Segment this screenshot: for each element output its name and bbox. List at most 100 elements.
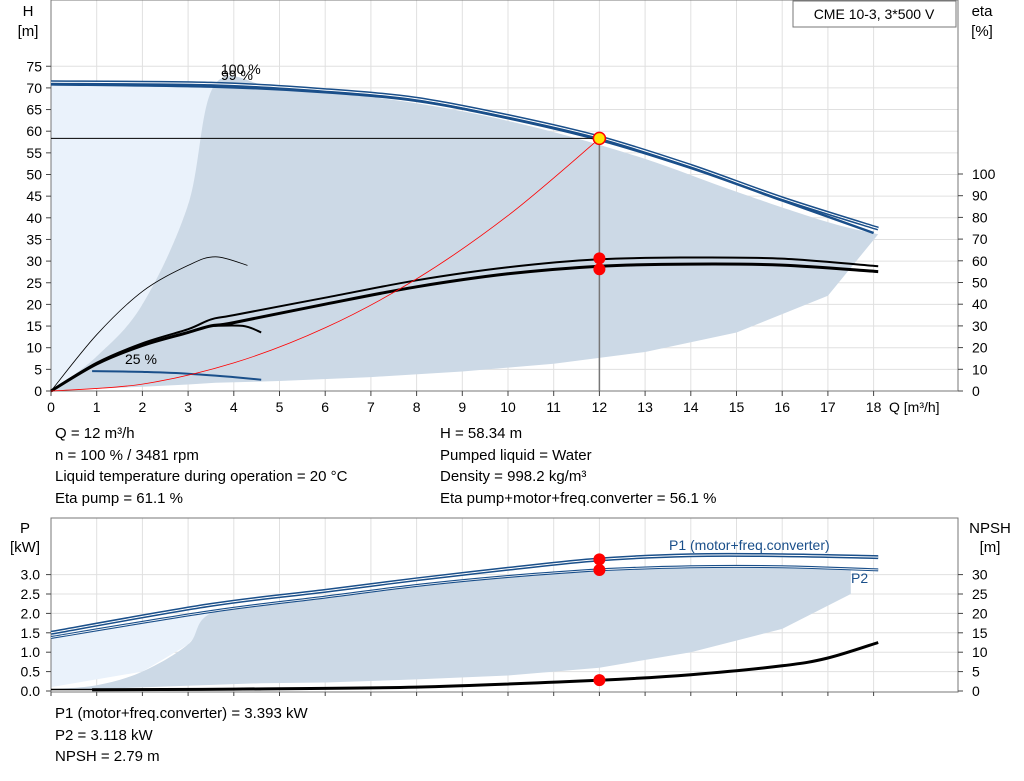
h-tick-label: 25 [26, 275, 42, 291]
top-axis-ticks: 0 1 2 3 4 5 6 7 8 9 10 11 12 13 14 15 16 17 18051015202530… [26, 58, 995, 415]
info-speed: n = 100 % / 3481 rpm [55, 446, 199, 464]
title-box [792, 0, 957, 28]
bottom-duty-points [593, 553, 606, 687]
y-right-label: eta [972, 3, 994, 20]
top-info-left: Q = 12 m³/h n = 100 % / 3481 rpm Liquid … [55, 423, 347, 509]
h-tick-label: 15 [26, 318, 42, 334]
h-tick-label: 75 [26, 58, 42, 74]
p1-duty-point [593, 553, 606, 566]
h-tick-label: 45 [26, 188, 42, 204]
p1-curve-highlight [50, 554, 879, 634]
eta-tick-label: 60 [972, 253, 988, 269]
p-tick-label: 1.0 [21, 644, 41, 660]
x-tick-label: 8 [413, 399, 421, 415]
npsh-tick-label: 0 [972, 683, 980, 699]
eta-low-speed-tail [210, 324, 262, 334]
h-tick-label: 55 [26, 145, 42, 161]
h-tick-label: 60 [26, 123, 42, 139]
h-tick-label: 35 [26, 231, 42, 247]
p1-curve-label: P1 (motor+freq.converter) [669, 537, 830, 553]
npsh-tick-label: 30 [972, 567, 988, 583]
x-tick-label: 0 [47, 399, 55, 415]
h-tick-label: 65 [26, 102, 42, 118]
p-axis-label: P [20, 520, 30, 537]
top-curves [50, 80, 879, 393]
x-tick-label: 10 [500, 399, 516, 415]
y-right-unit: [%] [971, 23, 993, 40]
npsh-axis-unit: [m] [980, 539, 1001, 556]
x-tick-label: 1 [93, 399, 101, 415]
eta-tick-label: 10 [972, 361, 988, 377]
title-box-text: CME 10-3, 3*500 V [814, 6, 935, 22]
eta-pump-point [593, 252, 606, 265]
p2-curve-label: P2 [851, 570, 868, 586]
info-density: Density = 998.2 kg/m³ [440, 468, 587, 485]
eta-total-point [593, 263, 606, 276]
bottom-plot-frame [50, 517, 959, 693]
x-tick-label: 6 [321, 399, 329, 415]
x-tick-label: 2 [139, 399, 147, 415]
x-tick-label: 5 [276, 399, 284, 415]
p-tick-label: 0.0 [21, 683, 41, 699]
curve-label-99: 99 % [221, 67, 253, 83]
bottom-info: P1 (motor+freq.converter) = 3.393 kW P2 … [55, 703, 308, 768]
p-tick-label: 1.5 [21, 625, 41, 641]
y-left-label: H [23, 3, 34, 20]
h-tick-label: 20 [26, 296, 42, 312]
x-tick-label: 7 [367, 399, 375, 415]
info-p1: P1 (motor+freq.converter) = 3.393 kW [55, 705, 308, 722]
x-tick-label: 16 [774, 399, 790, 415]
info-p2: P2 = 3.118 kW [55, 726, 153, 744]
eta-tick-label: 0 [972, 383, 980, 399]
p-tick-label: 2.5 [21, 586, 41, 602]
bottom-operating-area [51, 566, 851, 690]
info-flow: Q = 12 m³/h [55, 425, 135, 442]
eta-tick-label: 80 [972, 209, 988, 225]
x-tick-label: 13 [637, 399, 653, 415]
y-left-unit: [m] [18, 23, 39, 40]
eta-pump-curve [50, 256, 879, 392]
p2-curve-highlight [50, 566, 879, 638]
p-tick-label: 3.0 [21, 567, 41, 583]
p-axis-unit: [kW] [10, 539, 40, 556]
curve-99-percent [50, 83, 875, 235]
npsh-duty-point [593, 674, 606, 687]
h-tick-label: 0 [34, 383, 42, 399]
x-tick-label: 17 [820, 399, 836, 415]
h-tick-label: 40 [26, 210, 42, 226]
info-eta-total: Eta pump+motor+freq.converter = 56.1 % [440, 489, 717, 507]
x-tick-label: 11 [546, 399, 561, 415]
eta-tick-label: 90 [972, 188, 988, 204]
npsh-tick-label: 5 [972, 664, 980, 680]
info-eta-pump: Eta pump = 61.1 % [55, 489, 183, 507]
h-tick-label: 30 [26, 253, 42, 269]
eta-total-curve [50, 262, 879, 393]
eta-tick-label: 100 [972, 166, 996, 182]
eta-low-speed-curve [50, 256, 248, 392]
operating-area [51, 76, 879, 392]
npsh-tick-label: 10 [972, 644, 988, 660]
curve-25-percent [92, 370, 262, 381]
x-tick-label: 14 [683, 399, 699, 415]
system-curve [50, 138, 600, 392]
x-tick-label: 15 [729, 399, 745, 415]
curve-label-25: 25 % [125, 351, 157, 367]
npsh-tick-label: 20 [972, 605, 988, 621]
eta-tick-label: 50 [972, 275, 988, 291]
p2-duty-point [593, 564, 606, 577]
info-head: H = 58.34 m [440, 425, 523, 442]
duty-point [592, 131, 607, 146]
x-tick-label: 12 [592, 399, 608, 415]
p-tick-label: 0.5 [21, 664, 41, 680]
x-tick-label: 4 [230, 399, 238, 415]
x-axis-label: Q [m³/h] [889, 399, 940, 415]
operating-area-light [51, 82, 216, 392]
p-tick-label: 2.0 [21, 605, 41, 621]
eta-tick-label: 70 [972, 231, 988, 247]
h-tick-label: 70 [26, 80, 42, 96]
eta-tick-label: 40 [972, 296, 988, 312]
x-tick-label: 3 [184, 399, 192, 415]
info-liquid-temp: Liquid temperature during operation = 20… [55, 468, 348, 485]
eta-tick-label: 30 [972, 318, 988, 334]
h-tick-label: 5 [34, 361, 42, 377]
